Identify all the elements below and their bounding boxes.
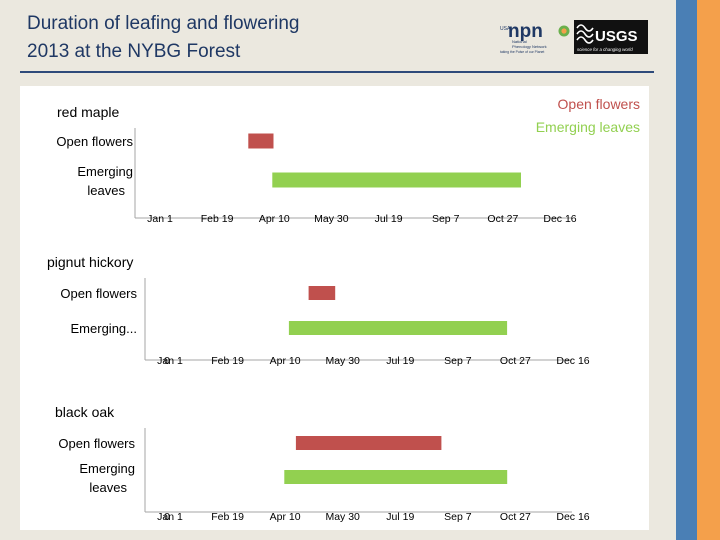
bar-emerging-leaves <box>288 321 508 335</box>
x-tick-sep-7: Sep 7 <box>444 511 472 523</box>
bar-open-flowers <box>295 436 442 450</box>
bar-emerging-leaves <box>272 172 521 188</box>
page-title: Duration of leafing and flowering 2013 a… <box>27 10 467 66</box>
npn-logo-usa: USA <box>500 26 511 32</box>
x-tick-may-30: May 30 <box>314 213 349 225</box>
npn-logo-sub1: National <box>512 39 527 44</box>
usgs-logo-text: USGS <box>595 28 638 45</box>
usgs-wave-icon <box>576 24 594 44</box>
header-divider <box>20 71 654 73</box>
bar-open-flowers <box>248 133 274 149</box>
x-zero-label: 0 <box>164 511 170 523</box>
x-tick-jan-1: Jan 1 <box>157 511 183 523</box>
category-label-open-flowers: Open flowers <box>56 134 133 149</box>
title-line-2: 2013 at the NYBG Forest <box>27 41 241 62</box>
x-tick-may-30: May 30 <box>325 355 360 367</box>
x-tick-feb-19: Feb 19 <box>201 213 234 225</box>
chart-black-oak: black oak Open flowers Emerging leaves Jan 1… <box>55 404 590 523</box>
chart-title: pignut hickory <box>47 254 133 270</box>
x-tick-jan-1: Jan 1 <box>147 213 173 225</box>
x-tick-apr-10: Apr 10 <box>270 355 301 367</box>
title-line-1: Duration of leafing and flowering <box>27 13 300 34</box>
category-label-open-flowers: Open flowers <box>60 286 137 301</box>
npn-logo-text: npn <box>508 21 543 42</box>
x-tick-dec-16: Dec 16 <box>556 355 589 367</box>
legend-item-emerging-leaves: Emerging leaves <box>535 119 640 135</box>
x-tick-dec-16: Dec 16 <box>543 213 576 225</box>
legend: Open flowers Emerging leaves <box>470 93 640 139</box>
x-tick-feb-19: Feb 19 <box>211 355 244 367</box>
x-tick-oct-27: Oct 27 <box>487 213 518 225</box>
category-label-emerging-leaves: Emerging leaves <box>79 461 135 495</box>
npn-logo-sub2: Phenology Network <box>512 44 547 49</box>
x-tick-apr-10: Apr 10 <box>259 213 290 225</box>
legend-item-open-flowers: Open flowers <box>557 96 640 112</box>
accent-stripe-blue <box>676 0 697 540</box>
usgs-logo: USGS science for a changing world <box>574 20 648 54</box>
category-label-emerging: Emerging... <box>71 321 137 336</box>
usgs-logo-background <box>574 20 648 54</box>
chart-pignut-hickory: pignut hickory Open flowers Emerging... Jan… <box>47 254 590 367</box>
x-tick-oct-27: Oct 27 <box>500 511 531 523</box>
x-tick-sep-7: Sep 7 <box>444 355 472 367</box>
x-zero-label: 0 <box>164 355 170 367</box>
npn-globe-center-icon <box>561 28 567 34</box>
x-tick-oct-27: Oct 27 <box>500 355 531 367</box>
usgs-logo-tagline: science for a changing world <box>577 47 633 52</box>
chart-title: red maple <box>57 104 119 120</box>
chart-title: black oak <box>55 404 115 420</box>
chart-red-maple: red maple Open flowers Emerging leaves Jan 1… <box>56 104 576 225</box>
x-tick-apr-10: Apr 10 <box>270 511 301 523</box>
accent-stripe-orange <box>697 0 720 540</box>
category-label-open-flowers: Open flowers <box>58 436 135 451</box>
x-tick-jul-19: Jul 19 <box>375 213 403 225</box>
x-tick-dec-16: Dec 16 <box>556 511 589 523</box>
x-tick-jul-19: Jul 19 <box>386 511 414 523</box>
x-tick-feb-19: Feb 19 <box>211 511 244 523</box>
npn-logo-tagline: taking the Pulse of our Planet <box>500 50 544 54</box>
category-label-emerging-leaves: Emerging leaves <box>77 164 133 198</box>
partner-logos: USA npn National Phenology Network takin… <box>500 20 648 54</box>
chart-panel <box>20 86 649 530</box>
bar-open-flowers <box>308 286 336 300</box>
x-tick-sep-7: Sep 7 <box>432 213 460 225</box>
x-tick-jan-1: Jan 1 <box>157 355 183 367</box>
bar-emerging-leaves <box>284 470 508 484</box>
x-tick-jul-19: Jul 19 <box>386 355 414 367</box>
x-tick-may-30: May 30 <box>325 511 360 523</box>
npn-logo: USA npn National Phenology Network takin… <box>500 21 570 54</box>
